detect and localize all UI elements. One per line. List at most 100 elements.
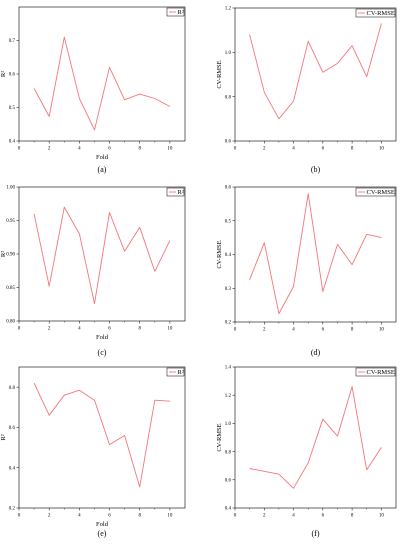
legend-label: CV-RMSE [367, 189, 395, 196]
x-tick-label: 0 [234, 514, 237, 519]
y-tick-label: 0.6 [225, 479, 232, 484]
y-tick-label: 0.5 [9, 106, 16, 111]
y-tick-label: 0.80 [6, 320, 15, 325]
plot-frame [18, 186, 186, 322]
legend: CV-RMSE [355, 367, 396, 377]
x-tick-label: 10 [379, 147, 385, 152]
legend-label: CV-RMSE [367, 369, 395, 376]
x-tick-label: 6 [108, 514, 111, 519]
y-tick-label: 0.4 [9, 466, 16, 471]
y-axis-label: R² [0, 251, 7, 257]
x-tick-label: 2 [48, 327, 51, 332]
y-tick-label: 0.8 [225, 450, 232, 455]
legend-label: R² [178, 189, 184, 196]
chart-panel-e: 0 2 4 6 8 10 0.2 0.4 0.6 0.8 Fold R² R² (e) [0, 366, 186, 538]
legend: R² [166, 187, 185, 197]
chart-panel-b: 0 2 4 6 8 10 0.6 0.8 1.0 1.2 CV-RMSE CV-RMSE (b) [216, 7, 397, 174]
x-tick-label: 0 [18, 147, 21, 152]
y-tick-label: 0.4 [225, 507, 232, 512]
x-tick-label: 8 [351, 514, 354, 519]
x-tick-label: 8 [351, 147, 354, 152]
y-tick-label: 0.8 [9, 386, 16, 391]
plot-frame [234, 366, 397, 509]
legend-label: R² [178, 369, 184, 376]
series-line [33, 382, 170, 488]
legend: R² [166, 7, 185, 17]
x-tick-label: 10 [379, 514, 385, 519]
x-tick-label: 8 [138, 147, 141, 152]
y-tick-label: 0.2 [9, 507, 16, 512]
series-line [249, 193, 382, 315]
x-tick-label: 8 [138, 327, 141, 332]
legend: R² [166, 367, 185, 377]
panel-label: (e) [98, 529, 107, 538]
x-tick-label: 4 [292, 147, 295, 152]
y-tick-label: 0.6 [9, 426, 16, 431]
x-tick-label: 4 [78, 147, 81, 152]
series-line [249, 386, 382, 489]
x-tick-label: 8 [351, 328, 354, 333]
x-tick-label: 0 [234, 328, 237, 333]
y-tick-label: 0.7 [9, 39, 16, 44]
x-tick-label: 4 [78, 327, 81, 332]
y-tick-label: 1.2 [225, 394, 232, 399]
x-tick-label: 10 [167, 147, 173, 152]
y-tick-label: 0.4 [225, 253, 232, 258]
x-tick-label: 2 [48, 514, 51, 519]
plot-frame [234, 7, 397, 142]
series-line [33, 36, 171, 131]
series-line [33, 206, 171, 305]
plot-frame [18, 6, 186, 142]
panel-label: (c) [98, 348, 107, 357]
y-axis-label: R² [0, 71, 7, 77]
x-tick-label: 8 [138, 514, 141, 519]
y-tick-label: 1.00 [6, 186, 15, 191]
y-tick-label: 0.95 [6, 219, 15, 224]
x-tick-label: 10 [167, 327, 173, 332]
legend-label: CV-RMSE [367, 10, 395, 17]
y-tick-label: 1.0 [225, 51, 232, 56]
panel-label: (f) [312, 529, 320, 538]
panel-label: (b) [311, 165, 321, 174]
x-tick-label: 0 [234, 147, 237, 152]
x-tick-label: 6 [322, 328, 325, 333]
panel-label: (a) [98, 165, 107, 174]
series-line [249, 23, 382, 120]
x-tick-label: 4 [78, 514, 81, 519]
legend-box [355, 367, 396, 377]
legend-label: R² [178, 9, 184, 16]
x-tick-label: 2 [263, 514, 266, 519]
y-tick-label: 0.6 [9, 73, 16, 78]
x-tick-label: 2 [263, 147, 266, 152]
x-tick-label: 6 [108, 147, 111, 152]
y-tick-label: 1.0 [225, 422, 232, 427]
y-tick-label: 0.5 [225, 219, 232, 224]
y-tick-label: 1.4 [225, 366, 232, 371]
y-axis-label: R² [0, 434, 7, 440]
x-tick-label: 0 [18, 327, 21, 332]
legend-box [355, 187, 396, 197]
y-tick-label: 0.6 [225, 140, 232, 145]
x-tick-label: 2 [48, 147, 51, 152]
x-axis-label: Fold [96, 521, 109, 528]
plot-frame [18, 366, 186, 509]
y-tick-label: 0.4 [9, 140, 16, 145]
x-tick-label: 4 [292, 328, 295, 333]
x-tick-label: 6 [108, 327, 111, 332]
legend: CV-RMSE [355, 187, 396, 197]
chart-panel-d: 0 2 4 6 8 10 0.2 0.3 0.4 0.5 0.6 CV-RMSE CV-RMSE (d) [216, 186, 397, 357]
x-tick-label: 6 [322, 147, 325, 152]
chart-panel-f: 0 2 4 6 8 10 0.4 0.6 0.8 1.0 1.2 1.4 CV-RMSE CV-RMSE (… [216, 366, 397, 538]
y-tick-label: 0.6 [225, 186, 232, 191]
x-tick-label: 6 [322, 514, 325, 519]
x-tick-label: 0 [18, 514, 21, 519]
y-tick-label: 0.90 [6, 253, 15, 258]
legend: CV-RMSE [355, 8, 396, 18]
y-axis-label: CV-RMSE [216, 240, 223, 268]
y-tick-label: 0.3 [225, 287, 232, 292]
x-tick-label: 4 [292, 514, 295, 519]
panel-label: (d) [311, 348, 321, 357]
y-tick-label: 0.8 [225, 95, 232, 100]
x-tick-label: 10 [167, 514, 173, 519]
